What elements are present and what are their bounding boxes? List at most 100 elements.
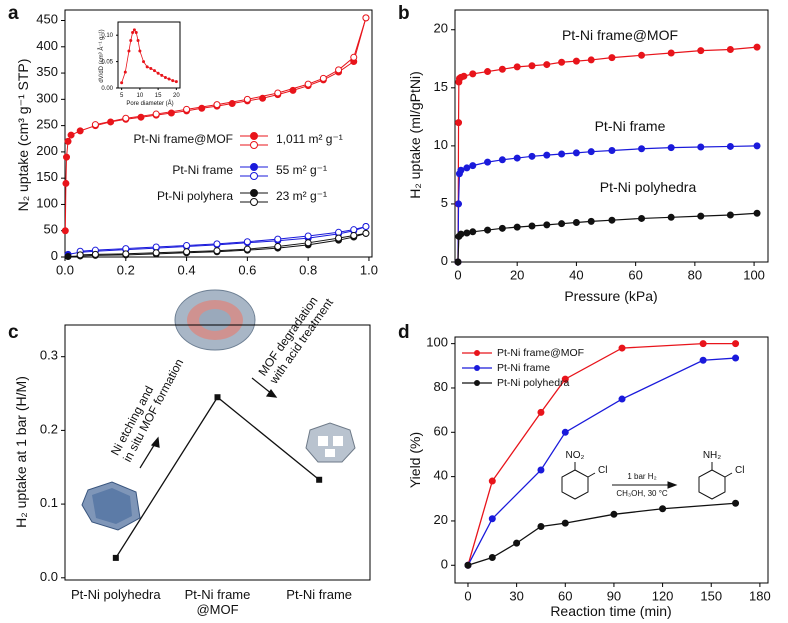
data-point (350, 53, 358, 61)
x-tick-label: 20 (510, 268, 524, 283)
data-point (726, 142, 734, 150)
data-point (558, 220, 566, 228)
data-point (587, 56, 595, 64)
data-point (558, 150, 566, 158)
plot-frame (454, 9, 769, 263)
data-point (243, 95, 251, 103)
data-point (488, 477, 496, 485)
data-point (142, 60, 146, 64)
scheme-text: CH₃OH, 30 °C (616, 489, 668, 498)
annotation: Ni etching andin situ MOF formation (108, 350, 186, 464)
inset-x-label: Pore diameter (Å) (126, 100, 173, 107)
data-point (156, 71, 160, 75)
data-point (463, 164, 471, 172)
data-point (753, 43, 761, 51)
y-tick-label: 200 (36, 143, 58, 158)
data-point (697, 47, 705, 55)
data-point (149, 66, 153, 70)
y-tick-label: 400 (36, 38, 58, 53)
data-point (454, 258, 462, 266)
data-point (753, 209, 761, 217)
legend-marker (250, 163, 258, 171)
y-tick-label: 0.1 (40, 496, 58, 511)
data-point (513, 63, 521, 71)
particle-frame (305, 422, 356, 463)
y-tick-label: 100 (426, 335, 448, 350)
data-point (316, 476, 323, 483)
x-tick-label: 80 (688, 268, 702, 283)
legend-label: Pt-Ni polyhera (157, 189, 233, 203)
data-point (137, 113, 145, 121)
data-point (152, 69, 156, 73)
data-point (697, 143, 705, 151)
data-point (528, 62, 536, 70)
scheme-text: NH₂ (703, 450, 721, 461)
y-axis-label: Yield (%) (407, 432, 423, 488)
data-point (572, 57, 580, 65)
reaction-scheme (561, 462, 733, 500)
data-point (61, 227, 69, 235)
data-point (572, 219, 580, 227)
y-tick-label: 80 (434, 379, 448, 394)
data-point (726, 45, 734, 53)
series-label: Pt-Ni frame@MOF (562, 27, 678, 43)
scheme-text: Cl (598, 465, 607, 476)
legend-marker (250, 132, 258, 140)
data-point (152, 243, 160, 251)
data-point (572, 149, 580, 157)
legend-marker (250, 141, 258, 149)
x-tick-label: 40 (569, 268, 583, 283)
x-tick-label: 20 (173, 92, 180, 98)
y-tick-label: 0 (441, 253, 448, 268)
data-point (528, 152, 536, 160)
plot-frame (64, 9, 373, 258)
data-point (697, 212, 705, 220)
legend-label: Pt-Ni frame@MOF (133, 132, 233, 146)
data-point (608, 54, 616, 62)
data-point (171, 79, 175, 83)
x-tick-label: 120 (652, 589, 674, 604)
data-point (112, 554, 119, 561)
data-point (667, 49, 675, 57)
plot-frame (454, 336, 769, 584)
y-tick-label: 0.0 (40, 569, 58, 584)
inset-y-label: dV/dD (cm³ Å⁻¹ g⁻¹) (98, 29, 105, 82)
x-tick-label: 0.2 (117, 263, 135, 278)
data-point (183, 241, 191, 249)
x-tick-label: 100 (743, 268, 765, 283)
data-point (513, 223, 521, 231)
data-point (699, 356, 707, 364)
y-tick-label: 0.10 (101, 33, 113, 39)
panel-label: d (398, 322, 410, 343)
y-tick-label: 10 (434, 137, 448, 152)
y-tick-label: 250 (36, 117, 58, 132)
x-tick-label: 90 (607, 589, 621, 604)
data-point (76, 251, 84, 259)
data-point (638, 214, 646, 222)
x-tick-label: 60 (628, 268, 642, 283)
data-point (587, 217, 595, 225)
legend-label: Pt-Ni frame (497, 362, 550, 374)
data-point (543, 61, 551, 69)
data-point (304, 239, 312, 247)
data-point (699, 340, 707, 348)
data-point (498, 156, 506, 164)
data-point (732, 340, 740, 348)
data-point (163, 75, 167, 79)
x-tick-label: 0.6 (238, 263, 256, 278)
data-point (362, 223, 370, 231)
y-tick-label: 0 (51, 248, 58, 263)
data-point (726, 211, 734, 219)
data-point (543, 221, 551, 229)
x-tick-label: Pt-Ni polyhedra (71, 587, 161, 602)
data-point (638, 51, 646, 59)
y-tick-label: 40 (434, 468, 448, 483)
x-tick-label: 0 (464, 589, 471, 604)
data-point (537, 466, 545, 474)
data-point (460, 72, 468, 80)
series-line (467, 502, 736, 566)
particle-polyhedra (81, 481, 141, 531)
data-point (362, 14, 370, 22)
data-point (469, 70, 477, 78)
data-point (132, 28, 136, 32)
